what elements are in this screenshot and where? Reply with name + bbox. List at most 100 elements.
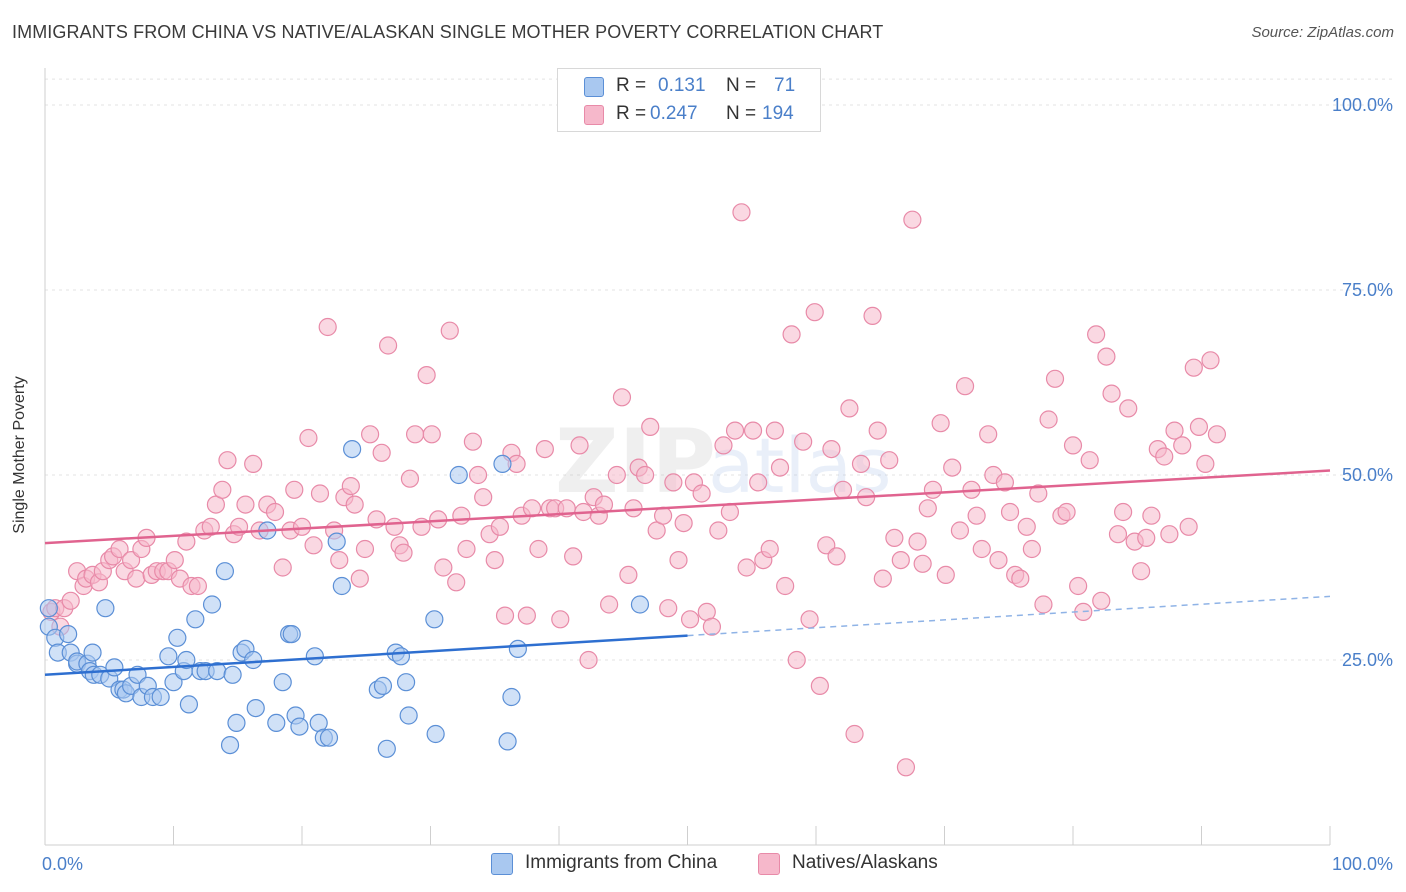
natives-point <box>417 366 436 385</box>
axes <box>44 68 1331 846</box>
r-value: 0.247 <box>650 103 698 124</box>
natives-point <box>1034 595 1053 614</box>
natives-point <box>664 473 683 492</box>
china-point <box>425 610 444 629</box>
natives-swatch-icon <box>584 105 604 125</box>
natives-trend-line <box>44 469 1331 545</box>
natives-point <box>318 317 337 337</box>
natives-point <box>692 484 711 503</box>
natives-point <box>880 451 899 470</box>
natives-point <box>979 425 998 444</box>
natives-point <box>474 488 493 507</box>
natives-point <box>765 421 784 440</box>
china-point <box>319 728 339 747</box>
natives-point <box>1063 436 1083 455</box>
natives-point <box>1114 502 1133 522</box>
natives-point <box>378 336 398 355</box>
natives-point <box>1108 525 1128 544</box>
china-point <box>244 650 263 670</box>
china-point <box>508 639 527 659</box>
natives-point <box>868 421 887 440</box>
china-point <box>373 676 393 696</box>
china-point <box>105 658 124 677</box>
natives-point <box>218 451 237 470</box>
china-point <box>39 599 58 618</box>
natives-point <box>794 432 813 451</box>
natives-point <box>913 554 932 573</box>
natives-point <box>1160 525 1179 544</box>
natives-point <box>770 458 790 477</box>
natives-point <box>931 414 950 433</box>
natives-point <box>1039 410 1058 429</box>
legend-item-natives[interactable]: Natives/Alaskans <box>758 850 958 876</box>
natives-point <box>885 528 904 548</box>
natives-point <box>1097 347 1116 366</box>
r-value: 0.131 <box>658 75 706 96</box>
natives-point <box>330 550 349 570</box>
natives-point <box>495 606 515 625</box>
natives-point <box>776 576 795 596</box>
natives-point <box>845 724 864 744</box>
natives-point <box>680 610 700 629</box>
immigrants-china-points <box>39 440 650 758</box>
natives-point <box>732 203 751 222</box>
natives-point <box>641 417 660 436</box>
natives-legend-swatch-icon <box>758 853 780 875</box>
natives-point <box>714 436 733 455</box>
natives-point <box>1155 447 1174 466</box>
natives-point <box>1017 517 1036 536</box>
natives-point <box>452 506 471 525</box>
natives-point <box>725 421 745 440</box>
natives-point <box>720 502 740 522</box>
natives-point <box>817 536 836 555</box>
natives-point <box>923 480 943 499</box>
natives-point <box>201 517 220 536</box>
natives-point <box>1069 576 1088 596</box>
natives-point <box>127 569 146 588</box>
natives-point <box>341 477 360 496</box>
natives-point <box>749 473 768 492</box>
natives-point <box>955 377 975 396</box>
china-point <box>177 650 196 670</box>
natives-point <box>674 513 693 533</box>
natives-point <box>840 399 859 418</box>
natives-point <box>743 421 763 440</box>
china-swatch-icon <box>584 77 604 97</box>
china-point <box>202 595 222 614</box>
china-point <box>332 576 351 596</box>
natives-point <box>594 495 614 514</box>
stats-row-china: R = 0.131 N = 71 <box>558 73 820 99</box>
china-point <box>267 713 286 733</box>
china-point <box>96 599 115 618</box>
legend-item-china[interactable]: Immigrants from China <box>491 850 731 876</box>
natives-point <box>1201 351 1220 370</box>
x-tick-label: 100.0% <box>1332 854 1393 874</box>
natives-point <box>827 547 846 566</box>
natives-point <box>1022 539 1041 559</box>
china-point <box>305 647 324 666</box>
natives-point <box>490 517 509 536</box>
natives-point <box>285 480 304 499</box>
china-point <box>179 695 199 714</box>
natives-point <box>619 565 638 585</box>
china-point <box>327 532 346 551</box>
natives-point <box>1165 421 1184 440</box>
natives-point <box>121 550 141 570</box>
natives-alaskans-points <box>42 203 1227 777</box>
natives-point <box>737 558 756 577</box>
natives-point <box>385 517 404 536</box>
natives-point <box>177 532 196 551</box>
natives-point <box>110 539 129 559</box>
natives-point <box>400 469 420 488</box>
natives-point <box>1000 502 1020 522</box>
natives-point <box>702 617 722 636</box>
natives-point <box>570 436 589 455</box>
natives-point <box>1207 425 1227 444</box>
natives-point <box>61 591 80 610</box>
n-label: N = <box>726 103 757 124</box>
natives-point <box>213 480 232 499</box>
natives-point <box>292 517 312 536</box>
source-label: Source: ZipAtlas.com <box>1251 24 1394 41</box>
natives-point <box>447 573 466 592</box>
